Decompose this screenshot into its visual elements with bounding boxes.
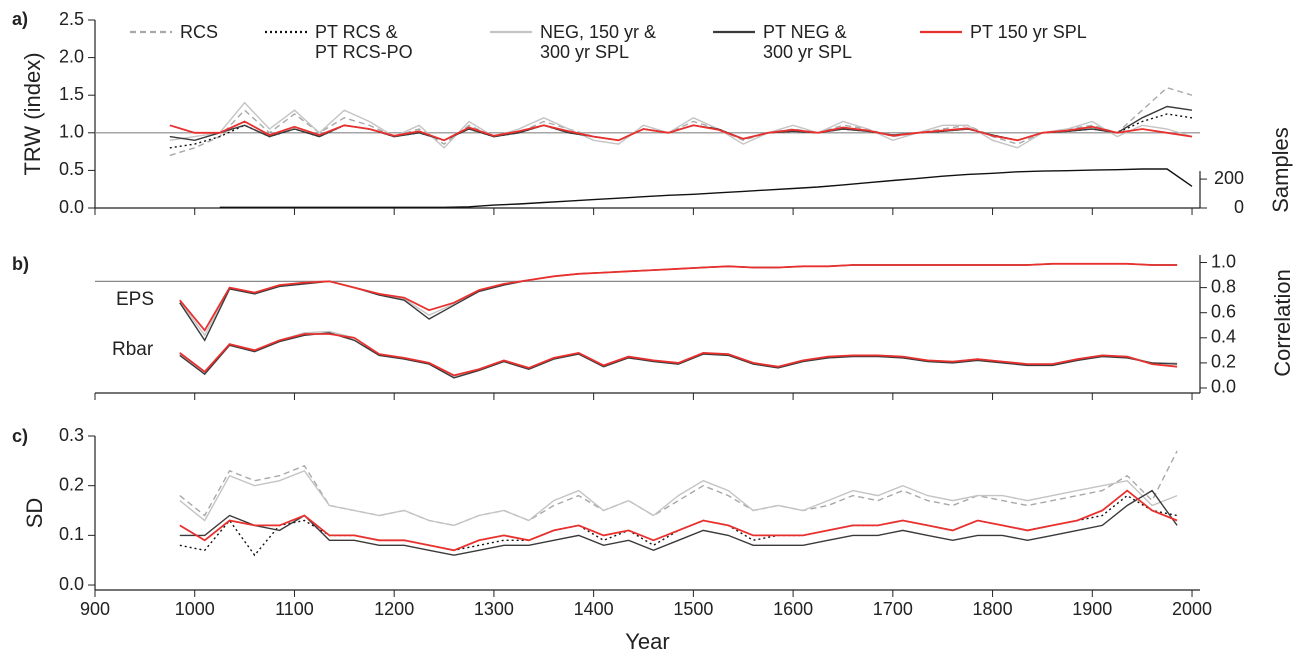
series-line (179, 489, 1178, 556)
y2-axis-label: Samples (1268, 127, 1293, 213)
y-tick-label: 0.0 (59, 197, 84, 217)
x-tick-label: 1800 (973, 599, 1013, 619)
y-tick-label: 0.2 (1211, 352, 1236, 372)
y-axis-label: TRW (index) (20, 52, 45, 175)
panel-label: b) (12, 254, 29, 274)
x-tick-label: 1100 (275, 599, 314, 619)
y-tick-label: 0.5 (59, 159, 84, 179)
series-line (179, 263, 1178, 337)
y-axis-label: SD (22, 498, 47, 529)
x-tick-label: 2000 (1172, 599, 1212, 619)
y-tick-label: 0.2 (59, 474, 84, 494)
series-line (179, 469, 1178, 527)
x-tick-label: 1400 (574, 599, 614, 619)
series-line (169, 101, 1193, 149)
x-tick-label: 1000 (175, 599, 215, 619)
y-tick-label: 0.0 (59, 574, 84, 594)
series-line (179, 450, 1178, 527)
y2-tick-label: 0 (1234, 197, 1244, 217)
y-tick-label: 1.5 (59, 84, 84, 104)
y-tick-label: 0.8 (1211, 276, 1236, 296)
legend: RCS PT RCS & PT RCS-PO NEG, 150 yr & 300 y… (0, 0, 1301, 70)
x-tick-label: 1900 (1072, 599, 1112, 619)
x-tick-label: 1200 (374, 599, 414, 619)
x-tick-label: 1300 (474, 599, 514, 619)
series-line (169, 86, 1193, 157)
panel-label: c) (12, 426, 28, 446)
series-line (169, 120, 1193, 142)
series-line (179, 332, 1178, 379)
y-tick-label: 0.3 (59, 425, 84, 445)
series-line (179, 262, 1178, 332)
x-axis-label: Year (625, 629, 669, 654)
annotation: Rbar (112, 339, 154, 360)
legend-entry: RCS (180, 22, 219, 42)
y-axis-label: Correlation (1270, 269, 1295, 377)
y2-tick-label: 200 (1214, 168, 1244, 188)
x-tick-label: 1500 (673, 599, 713, 619)
legend-entry: PT 150 yr SPL (970, 22, 1087, 42)
x-tick-label: 900 (80, 599, 110, 619)
y-tick-label: 0.6 (1211, 301, 1236, 321)
series-line (219, 168, 1193, 208)
y-tick-label: 1.0 (1211, 251, 1236, 271)
legend-entry: NEG, 150 yr & 300 yr SPL (540, 22, 657, 62)
series-line (179, 330, 1178, 378)
y-tick-label: 0.4 (1211, 327, 1236, 347)
legend-entry: PT RCS & PT RCS-PO (315, 22, 413, 62)
series-line (179, 263, 1178, 342)
y-tick-label: 0.0 (1211, 377, 1236, 397)
x-tick-label: 1700 (873, 599, 913, 619)
legend-entry: PT NEG & 300 yr SPL (763, 22, 853, 62)
y-tick-label: 2.0 (59, 46, 84, 66)
y-tick-label: 1.0 (59, 122, 84, 142)
y-tick-label: 2.5 (59, 9, 84, 29)
panel-label: a) (12, 9, 28, 29)
y-tick-label: 0.1 (59, 524, 84, 544)
series-line (179, 333, 1178, 377)
annotation: EPS (116, 289, 154, 310)
series-line (179, 489, 1178, 552)
x-tick-label: 1600 (773, 599, 813, 619)
